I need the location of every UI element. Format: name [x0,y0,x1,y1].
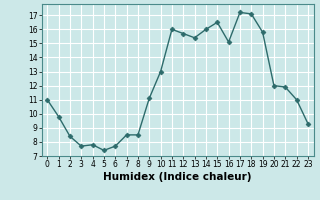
X-axis label: Humidex (Indice chaleur): Humidex (Indice chaleur) [103,172,252,182]
